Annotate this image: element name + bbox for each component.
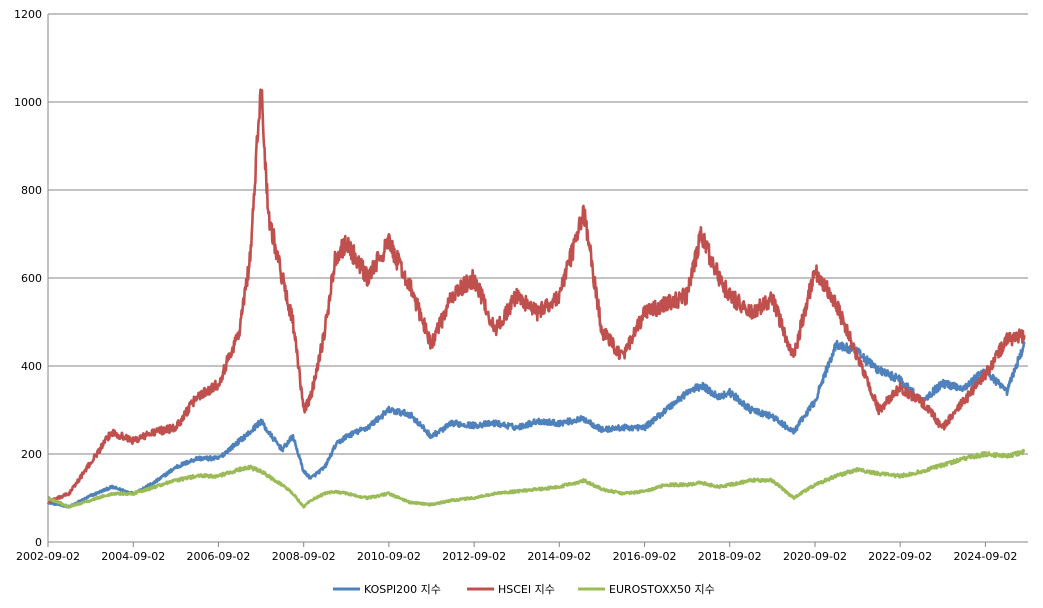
y-tick-label: 200 — [21, 448, 42, 461]
legend: KOSPI200 지수 HSCEI 지수 EUROSTOXX50 지수 — [333, 583, 715, 596]
x-tick-label: 2022-09-02 — [868, 550, 932, 563]
x-tick-label: 2010-09-02 — [357, 550, 421, 563]
y-tick-label: 1000 — [14, 96, 42, 109]
series-line-3 — [47, 448, 1026, 509]
x-tick-label: 2004-09-02 — [101, 550, 165, 563]
x-tick-label: 2012-09-02 — [442, 550, 506, 563]
y-tick-label: 600 — [21, 272, 42, 285]
legend-label: HSCEI 지수 — [498, 583, 555, 596]
x-tick-label: 2024-09-02 — [953, 550, 1017, 563]
x-tick-label: 2002-09-02 — [16, 550, 80, 563]
series-line-1 — [46, 339, 1026, 509]
y-tick-label: 800 — [21, 184, 42, 197]
plot-area — [46, 88, 1026, 509]
x-tick-label: 2020-09-02 — [783, 550, 847, 563]
axes: 0 200 400 600 800 1000 1200 2002-09-02 2004-09-0… — [14, 8, 1028, 563]
x-tick-label: 2014-09-02 — [527, 550, 591, 563]
x-tick-label: 2008-09-02 — [272, 550, 336, 563]
x-tick-label: 2018-09-02 — [698, 550, 762, 563]
y-tick-label: 0 — [35, 536, 42, 549]
legend-label: EUROSTOXX50 지수 — [609, 583, 715, 596]
series-line-2 — [47, 88, 1026, 504]
legend-label: KOSPI200 지수 — [364, 583, 441, 596]
y-tick-label: 400 — [21, 360, 42, 373]
x-tick-label: 2016-09-02 — [613, 550, 677, 563]
gridlines — [48, 13, 1028, 455]
y-tick-label: 1200 — [14, 8, 42, 21]
x-tick-label: 2006-09-02 — [186, 550, 250, 563]
